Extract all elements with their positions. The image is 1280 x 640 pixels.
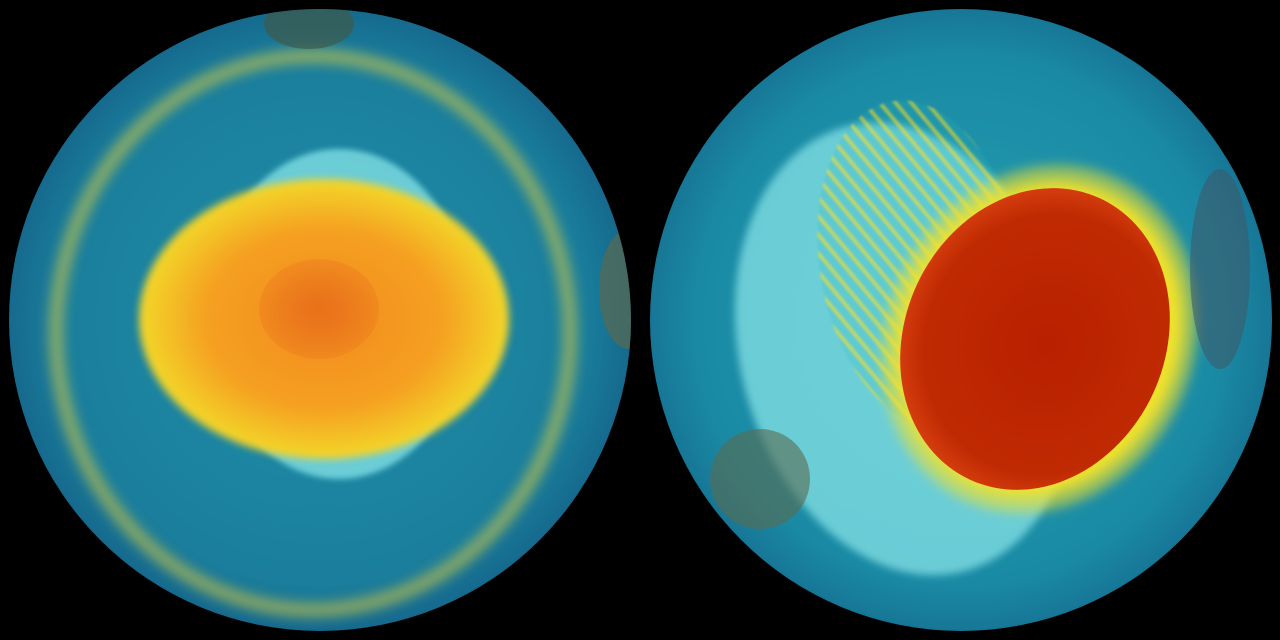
left-globe [9, 9, 631, 631]
right-globe [650, 9, 1272, 631]
limb-shading [9, 9, 631, 631]
limb-shading [650, 9, 1272, 631]
